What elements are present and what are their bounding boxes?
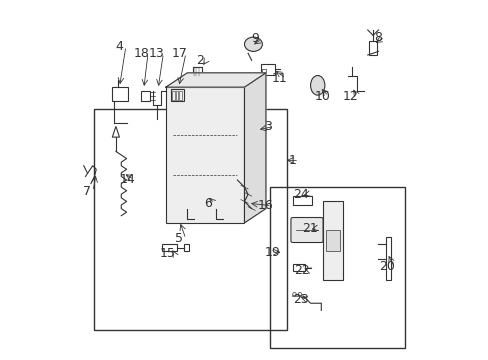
Text: 15: 15 bbox=[160, 247, 175, 260]
Text: 21: 21 bbox=[302, 222, 317, 235]
Text: 23: 23 bbox=[292, 293, 308, 306]
Text: 6: 6 bbox=[203, 197, 212, 210]
Bar bbox=[368, 41, 377, 55]
Text: 17: 17 bbox=[171, 47, 187, 60]
Ellipse shape bbox=[244, 37, 262, 51]
Text: 4: 4 bbox=[115, 40, 123, 53]
Text: 18: 18 bbox=[133, 47, 149, 60]
FancyBboxPatch shape bbox=[290, 217, 323, 243]
Bar bbox=[292, 196, 312, 205]
Text: 13: 13 bbox=[149, 47, 164, 60]
Bar bbox=[269, 187, 405, 348]
Text: 9: 9 bbox=[251, 32, 259, 45]
Text: 22: 22 bbox=[294, 264, 309, 276]
Text: 19: 19 bbox=[264, 246, 280, 258]
Bar bbox=[192, 67, 201, 76]
Text: 5: 5 bbox=[175, 233, 183, 246]
Bar bbox=[262, 69, 265, 73]
Ellipse shape bbox=[310, 76, 324, 95]
Polygon shape bbox=[244, 73, 265, 223]
Text: 11: 11 bbox=[271, 72, 287, 85]
Bar bbox=[162, 244, 176, 251]
Text: 14: 14 bbox=[119, 173, 135, 186]
Bar bbox=[323, 202, 342, 280]
Bar bbox=[183, 244, 189, 251]
Text: 8: 8 bbox=[374, 31, 382, 44]
Bar bbox=[112, 87, 128, 102]
Bar bbox=[179, 91, 182, 100]
Text: 3: 3 bbox=[263, 120, 271, 133]
Bar bbox=[165, 87, 244, 223]
Bar bbox=[325, 230, 339, 251]
Bar bbox=[385, 237, 390, 280]
Text: 7: 7 bbox=[82, 185, 90, 198]
Bar bbox=[260, 64, 274, 75]
Text: 24: 24 bbox=[292, 188, 308, 201]
Text: 12: 12 bbox=[343, 90, 358, 103]
Text: 20: 20 bbox=[379, 260, 394, 273]
Text: 2: 2 bbox=[196, 54, 203, 67]
Text: 1: 1 bbox=[288, 154, 296, 167]
Polygon shape bbox=[165, 73, 265, 87]
Text: 16: 16 bbox=[257, 199, 272, 212]
Bar bbox=[94, 109, 287, 330]
Bar bbox=[141, 91, 149, 102]
Bar bbox=[171, 89, 183, 102]
Bar bbox=[172, 91, 175, 100]
Text: 10: 10 bbox=[314, 90, 329, 103]
Bar bbox=[292, 264, 305, 271]
Bar bbox=[176, 91, 178, 100]
